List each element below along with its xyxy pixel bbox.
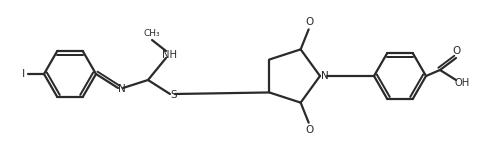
Text: O: O (305, 17, 314, 27)
Text: O: O (453, 46, 461, 56)
Text: N: N (118, 84, 126, 94)
Text: CH₃: CH₃ (144, 29, 160, 39)
Text: OH: OH (454, 78, 470, 88)
Text: O: O (305, 125, 314, 135)
Text: S: S (171, 90, 178, 100)
Text: NH: NH (162, 50, 178, 60)
Text: N: N (321, 71, 329, 81)
Text: I: I (21, 69, 25, 79)
